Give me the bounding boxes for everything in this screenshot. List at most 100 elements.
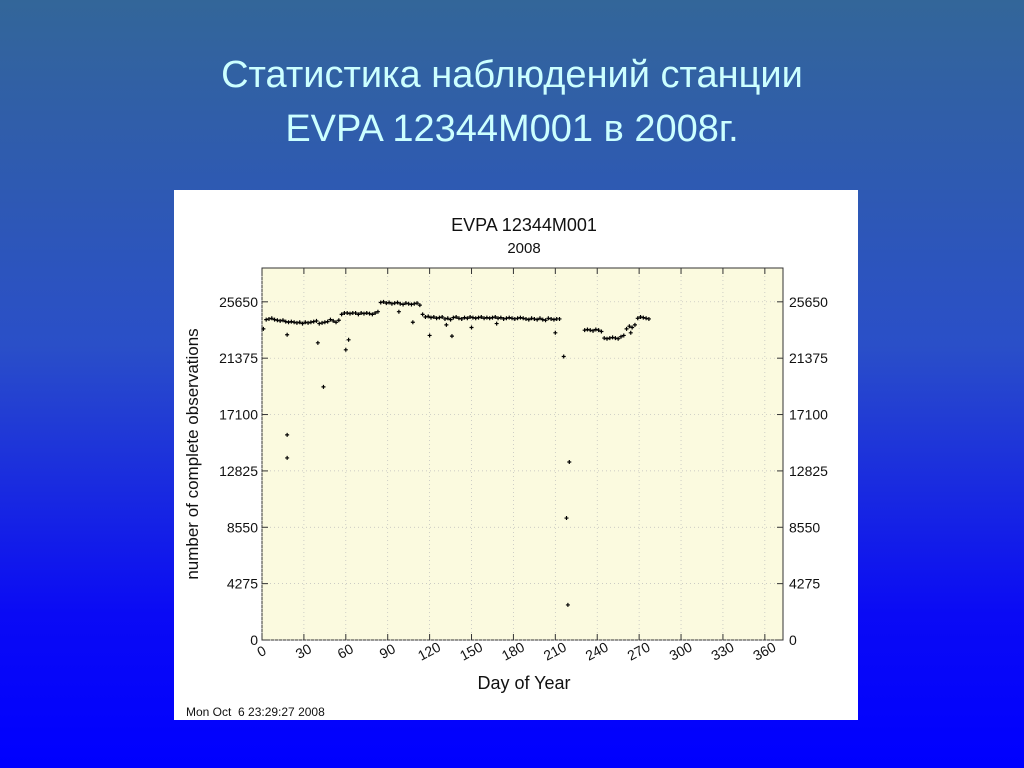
data-point	[448, 317, 453, 322]
data-point	[384, 301, 389, 306]
slide-title: Статистика наблюдений станции EVPA 12344…	[0, 48, 1024, 156]
data-point	[346, 337, 351, 342]
data-point	[610, 335, 615, 340]
data-point	[285, 432, 290, 437]
data-point	[596, 328, 601, 333]
data-point	[624, 326, 629, 331]
y-tick-label: 4275	[227, 576, 258, 592]
data-point	[325, 319, 330, 324]
data-point	[375, 309, 380, 314]
data-point	[470, 315, 475, 320]
data-point	[456, 316, 461, 321]
data-point	[543, 318, 548, 323]
data-point	[314, 318, 319, 323]
data-point	[521, 316, 526, 321]
data-point	[518, 315, 523, 320]
data-point	[627, 324, 632, 329]
data-point	[373, 311, 378, 316]
data-point	[593, 327, 598, 332]
data-point	[638, 314, 643, 319]
data-point	[378, 300, 383, 305]
data-point	[451, 315, 456, 320]
data-point	[264, 317, 269, 322]
data-point	[429, 315, 434, 320]
y2-tick-label: 8550	[789, 519, 820, 535]
data-point	[532, 316, 537, 321]
data-point	[561, 354, 566, 359]
data-point	[605, 336, 610, 341]
data-point	[431, 314, 436, 319]
data-point	[315, 340, 320, 345]
data-point	[409, 302, 414, 307]
data-point	[440, 314, 445, 319]
data-point	[621, 333, 626, 338]
y-tick-label: 21375	[219, 350, 258, 366]
data-point	[392, 301, 397, 306]
data-point	[644, 316, 649, 321]
data-point	[599, 329, 604, 334]
data-point	[336, 318, 341, 323]
data-point	[607, 336, 612, 341]
data-point	[490, 315, 495, 320]
data-point	[565, 602, 570, 607]
data-point	[504, 316, 509, 321]
data-point	[289, 319, 294, 324]
y-tick-label: 8550	[227, 519, 258, 535]
data-point	[398, 301, 403, 306]
data-point	[437, 315, 442, 320]
data-point	[465, 316, 470, 321]
data-point	[549, 316, 554, 321]
data-point	[389, 301, 394, 306]
data-point	[278, 318, 283, 323]
data-point	[261, 326, 266, 331]
chart-subtitle: 2008	[507, 240, 540, 257]
data-point	[361, 311, 366, 316]
data-point	[479, 314, 484, 319]
data-point	[493, 314, 498, 319]
data-point	[616, 336, 621, 341]
data-point	[321, 384, 326, 389]
data-point	[297, 320, 302, 325]
x-tick-label: 90	[377, 640, 398, 662]
data-point	[280, 318, 285, 323]
data-point	[403, 301, 408, 306]
data-point	[468, 314, 473, 319]
data-point	[526, 317, 531, 322]
x-tick-label: 30	[293, 640, 314, 662]
data-point	[294, 320, 299, 325]
data-point	[345, 311, 350, 316]
data-point	[523, 316, 528, 321]
data-point	[459, 316, 464, 321]
data-point	[364, 311, 369, 316]
data-point	[613, 336, 618, 341]
data-point	[641, 315, 646, 320]
data-point	[646, 316, 651, 321]
data-point	[582, 328, 587, 333]
data-point	[275, 318, 280, 323]
data-point	[286, 320, 291, 325]
data-point	[510, 316, 515, 321]
data-point	[356, 312, 361, 317]
data-point	[308, 320, 313, 325]
data-point	[540, 317, 545, 322]
data-point	[306, 320, 311, 325]
data-point	[406, 301, 411, 306]
data-point	[618, 334, 623, 339]
data-point	[553, 330, 558, 335]
y-axis-label: number of complete observations	[183, 328, 202, 579]
data-point	[283, 319, 288, 324]
data-point	[535, 317, 540, 322]
data-point	[444, 322, 449, 327]
data-point	[449, 334, 454, 339]
data-point	[635, 316, 640, 321]
data-point	[496, 316, 501, 321]
data-point	[469, 325, 474, 330]
y2-tick-label: 25650	[789, 294, 828, 310]
data-point	[434, 316, 439, 321]
data-point	[269, 316, 274, 321]
title-line: EVPA 12344M001 в 2008г.	[285, 108, 739, 150]
data-point	[515, 316, 520, 321]
data-point	[412, 301, 417, 306]
data-point	[331, 318, 336, 323]
